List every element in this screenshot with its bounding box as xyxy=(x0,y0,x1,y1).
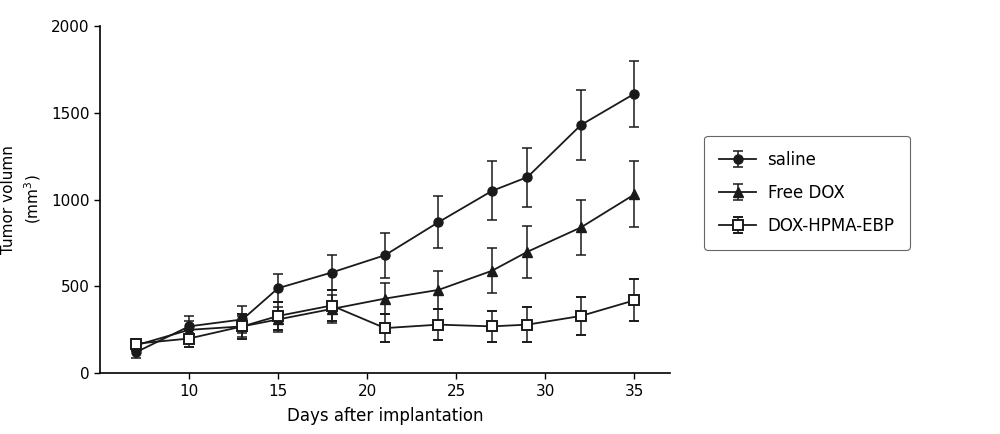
Legend: saline, Free DOX, DOX-HPMA-EBP: saline, Free DOX, DOX-HPMA-EBP xyxy=(704,136,910,250)
X-axis label: Days after implantation: Days after implantation xyxy=(287,407,483,425)
Y-axis label: Tumor volumn
(mm$^{3}$): Tumor volumn (mm$^{3}$) xyxy=(1,145,43,254)
